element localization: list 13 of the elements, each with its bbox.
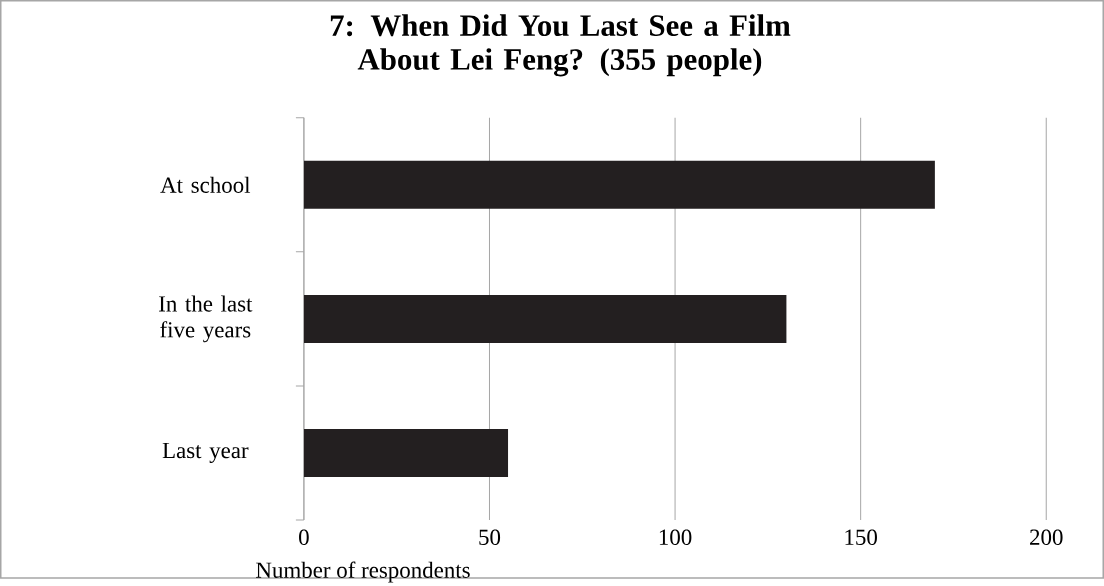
bar bbox=[303, 160, 935, 209]
x-tick-label: 200 bbox=[1030, 529, 1063, 546]
x-axis-title: Number of respondents bbox=[256, 561, 470, 583]
y-tick-label: At school bbox=[160, 176, 251, 193]
x-tick-label: 150 bbox=[845, 529, 877, 546]
x-tick-label: 50 bbox=[479, 529, 501, 546]
x-tick-label: 100 bbox=[659, 529, 692, 546]
bar bbox=[303, 429, 509, 478]
chart-title: 7: When Did You Last See a Film About Lei Feng? (355 people) bbox=[330, 14, 791, 77]
x-tick-label: 0 bbox=[299, 529, 309, 546]
y-tick-label: Last year bbox=[162, 443, 249, 463]
y-tick-label: In the last five years bbox=[159, 295, 253, 343]
bar bbox=[303, 294, 787, 343]
